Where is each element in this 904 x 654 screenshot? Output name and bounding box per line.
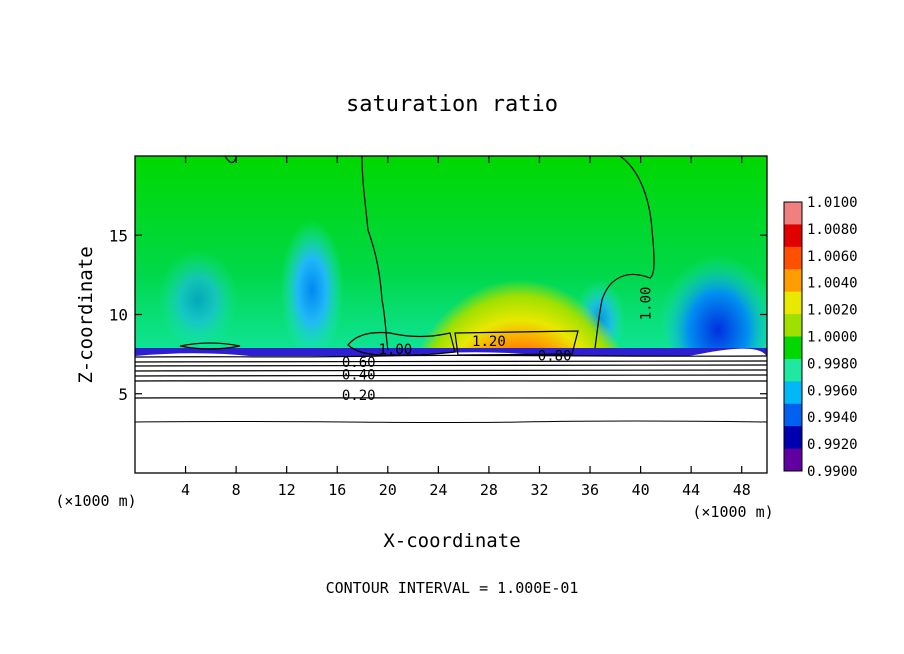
contour-line	[135, 380, 767, 382]
x-tick-label: 8	[232, 481, 241, 499]
x-tick-label: 44	[682, 481, 700, 499]
contour-interval-note: CONTOUR INTERVAL = 1.000E-01	[326, 579, 579, 597]
y-tick-label: 10	[109, 306, 128, 325]
colorbar-label: 1.0000	[807, 330, 858, 346]
contour-line	[135, 360, 767, 363]
x-tick-label: 20	[379, 481, 397, 499]
x-tick-label: 32	[530, 481, 548, 499]
colorbar: 1.0100 1.0080 1.0060 1.0040 1.0020 1.0000 0.99…	[783, 195, 858, 480]
x-tick-label: 4	[181, 481, 190, 499]
contour-line	[135, 354, 767, 358]
colorbar-label: 1.0040	[807, 276, 858, 292]
colorbar-label: 0.9900	[807, 464, 858, 480]
contour-line	[347, 331, 456, 356]
colorbar-swatch	[784, 314, 802, 337]
cold-region-right	[658, 225, 767, 375]
contour-line	[135, 420, 767, 424]
cold-region-left	[280, 220, 344, 360]
contour-label: 1.20	[472, 334, 506, 350]
contour-line	[135, 374, 767, 377]
colorbar-swatch	[784, 358, 802, 382]
x-axis-label: X-coordinate	[383, 530, 520, 552]
dry-layer	[135, 356, 767, 473]
colorbar-swatch	[784, 246, 802, 270]
colorbar-label: 1.0100	[807, 195, 858, 211]
y-tick-label: 15	[109, 226, 128, 245]
colorbar-swatch	[784, 269, 802, 293]
colorbar-swatch	[784, 448, 802, 472]
contour-label: 1.00	[639, 287, 655, 321]
contour-line	[135, 364, 767, 367]
contour-line	[135, 369, 767, 372]
colorbar-swatch	[784, 381, 802, 405]
x-axis: 4 8 12 16 20 24 28 32 36 40 44 48	[181, 156, 751, 499]
x-tick-label: 28	[480, 481, 498, 499]
x-tick-label: 36	[581, 481, 599, 499]
contour-label: 0.40	[342, 367, 376, 383]
x-unit-label: (×1000 m)	[55, 492, 136, 510]
colorbar-label: 0.9920	[807, 437, 858, 453]
chart-title: saturation ratio	[346, 92, 558, 117]
colorbar-swatch	[784, 224, 802, 248]
x-tick-label: 12	[278, 481, 296, 499]
y-axis: 5 10 15	[109, 226, 767, 404]
y-axis-label: Z-coordinate	[75, 246, 97, 383]
colorbar-label: 1.0080	[807, 222, 858, 238]
contour-line	[594, 156, 655, 349]
contour-label: 1.00	[379, 342, 413, 358]
colorbar-swatch	[784, 426, 802, 450]
x-tick-label: 40	[632, 481, 650, 499]
field-layer	[135, 156, 767, 473]
contour-line	[361, 156, 389, 351]
colorbar-swatch	[784, 403, 802, 427]
z-unit-label: (×1000 m)	[692, 503, 773, 521]
contour-lines	[135, 156, 767, 424]
contour-label: 0.60	[342, 355, 376, 371]
colorbar-label: 0.9980	[807, 356, 858, 372]
x-tick-label: 16	[328, 481, 346, 499]
colorbar-label: 1.0060	[807, 249, 858, 265]
contour-line	[135, 397, 767, 399]
contour-line	[454, 330, 579, 356]
colorbar-label: 1.0020	[807, 303, 858, 319]
colorbar-label: 0.9960	[807, 383, 858, 399]
colorbar-swatch	[784, 336, 802, 360]
y-tick-label: 5	[118, 385, 128, 404]
colorbar-swatch	[784, 291, 802, 315]
x-tick-label: 48	[733, 481, 751, 499]
cold-region-far-left	[158, 250, 238, 350]
colorbar-swatch	[784, 202, 802, 225]
contour-label: 0.80	[538, 348, 572, 364]
contour-line	[224, 156, 237, 164]
contour-line	[179, 342, 241, 350]
contour-labels: 1.001.200.801.000.600.400.20	[342, 287, 655, 405]
colorbar-frame	[783, 201, 803, 472]
colorbar-label: 0.9940	[807, 410, 858, 426]
x-tick-label: 24	[429, 481, 447, 499]
contour-label: 0.20	[342, 388, 376, 404]
